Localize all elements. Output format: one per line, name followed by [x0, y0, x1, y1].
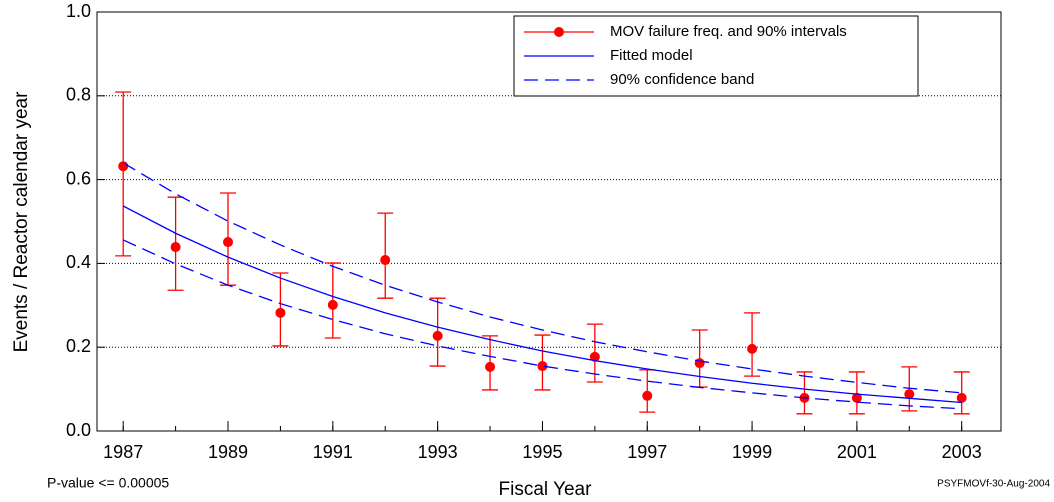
- data-point: [432, 330, 443, 341]
- x-tick-label: 2003: [942, 442, 982, 462]
- data-point: [327, 299, 338, 310]
- y-tick-label: 1.0: [66, 1, 91, 21]
- data-point: [694, 358, 705, 369]
- data-point: [380, 255, 391, 266]
- data-point: [642, 390, 653, 401]
- series-line: [122, 239, 962, 410]
- x-tick-label: 1987: [103, 442, 143, 462]
- x-tick-label: 1991: [313, 442, 353, 462]
- data-point: [485, 361, 496, 372]
- x-tick-label: 2001: [837, 442, 877, 462]
- y-tick-label: 0.2: [66, 336, 91, 356]
- y-tick-label: 0.6: [66, 168, 91, 188]
- data-point: [537, 361, 548, 372]
- x-tick-label: 1995: [522, 442, 562, 462]
- data-point: [747, 343, 758, 354]
- y-axis-label: Events / Reactor calendar year: [11, 91, 32, 353]
- p-value-note: P-value <= 0.00005: [47, 475, 169, 491]
- legend-box: [513, 15, 919, 97]
- data-point: [170, 242, 181, 253]
- legend-label: Fitted model: [610, 47, 693, 64]
- y-tick-label: 0.8: [66, 85, 91, 105]
- legend-label: MOV failure freq. and 90% intervals: [610, 23, 847, 40]
- data-point: [589, 351, 600, 362]
- x-tick-label: 1997: [627, 442, 667, 462]
- y-tick-label: 0.0: [66, 420, 91, 440]
- x-axis-label: Fiscal Year: [499, 479, 593, 500]
- data-point: [118, 161, 129, 172]
- data-point: [956, 392, 967, 403]
- x-tick-label: 1989: [208, 442, 248, 462]
- series-line: [122, 205, 962, 404]
- series-line: [122, 162, 962, 394]
- x-tick-label: 1999: [732, 442, 772, 462]
- file-stamp: PSYFMOVf-30-Aug-2004: [937, 479, 1050, 490]
- x-tick-label: 1993: [418, 442, 458, 462]
- data-point: [851, 392, 862, 403]
- data-point: [275, 307, 286, 318]
- data-point: [223, 237, 234, 248]
- legend-marker: [554, 27, 564, 37]
- data-point: [904, 389, 915, 400]
- plot-frame: [96, 11, 1002, 432]
- y-tick-label: 0.4: [66, 252, 91, 272]
- legend-label: 90% confidence band: [610, 71, 754, 88]
